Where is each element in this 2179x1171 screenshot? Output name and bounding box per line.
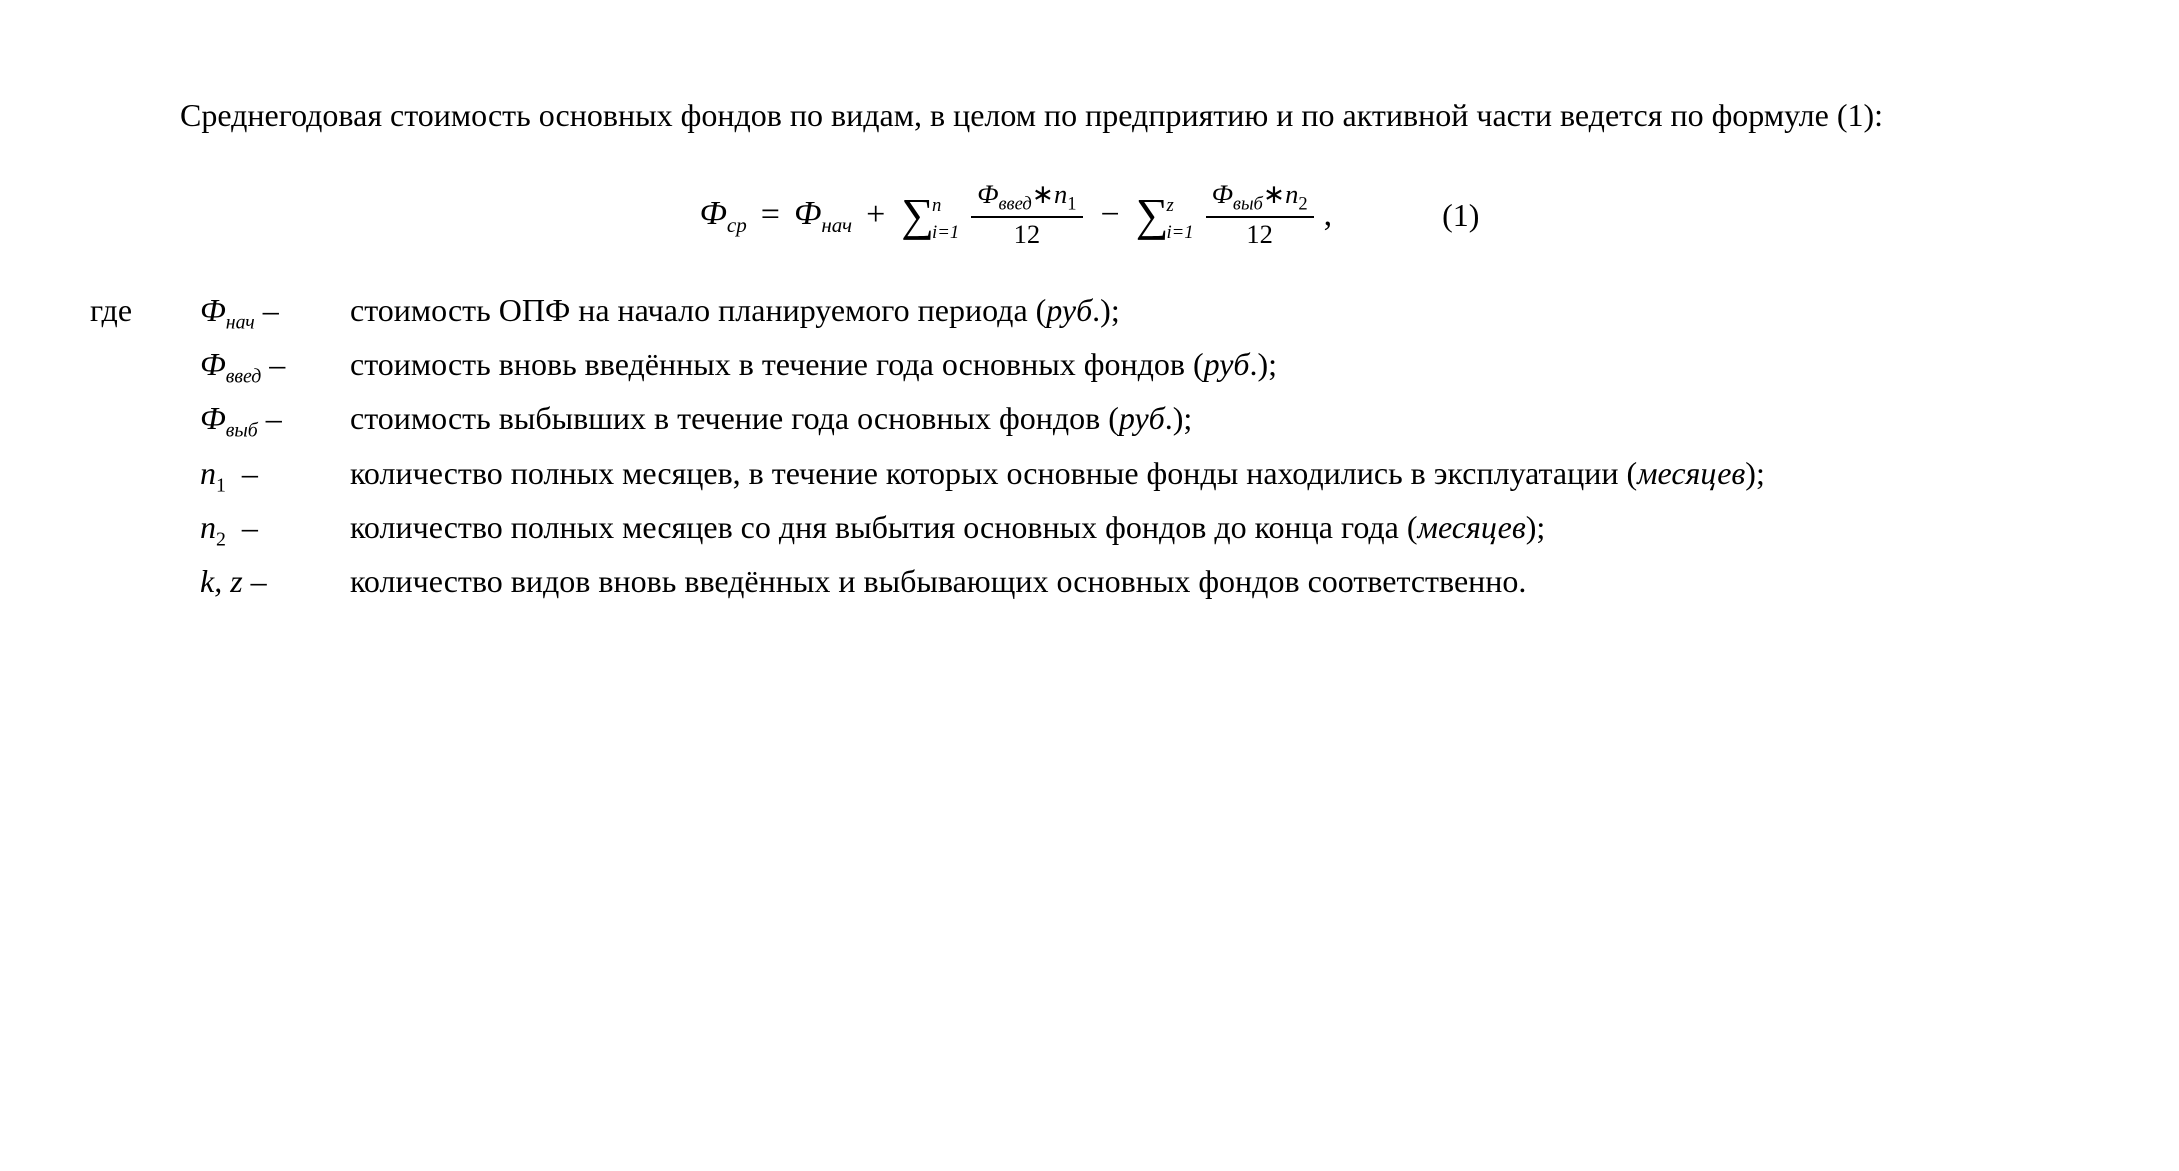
frac2-n: n [1285,179,1298,209]
sum-2-lower: i=1 [1166,219,1193,246]
definition-text: стоимость вновь введённых в течение года… [350,341,2089,387]
phi-nach: Ф [794,195,821,232]
sigma-2: ∑ [1136,192,1169,238]
frac2-star: ∗ [1263,179,1285,209]
formula-expression: Фср = Фнач + ∑ n i=1 Фввед∗n1 12 − ∑ z i… [700,178,1333,251]
intro-paragraph: Среднегодовая стоимость основных фондов … [90,92,2089,138]
sum-2-upper: z [1166,192,1173,219]
frac1-n-sub: 1 [1067,194,1076,215]
definition-symbol: Фнач – [200,287,340,337]
definition-symbol: n1 – [200,450,340,500]
sum-1: ∑ n i=1 [901,192,959,238]
definition-text: количество видов вновь введённых и выбыв… [350,558,2089,604]
sum-1-lower: i=1 [932,219,959,246]
fraction-1: Фввед∗n1 12 [971,178,1082,251]
equals-sign: = [761,190,780,239]
definition-text: количество полных месяцев, в течение кот… [350,450,2089,496]
definition-symbol: n2 – [200,504,340,554]
definition-symbol: Фввед – [200,341,340,391]
definition-symbol: k, z – [200,558,340,604]
frac1-phi-sub: введ [999,194,1032,215]
frac1-den: 12 [1008,218,1047,251]
frac2-phi-sub: выб [1233,194,1263,215]
frac1-n: n [1054,179,1067,209]
definitions-block: гдеФнач –стоимость ОПФ на начало планиру… [90,287,2089,604]
phi-nach-sub: нач [821,213,852,237]
frac2-phi: Ф [1212,179,1233,209]
definition-text: стоимость выбывших в течение года основн… [350,395,2089,441]
frac1-phi: Ф [977,179,998,209]
phi-sr-sub: ср [727,213,747,237]
minus-sign: − [1101,190,1120,239]
frac2-n-sub: 2 [1298,194,1307,215]
equation-number: (1) [1442,192,1479,238]
phi-sr: Ф [700,195,727,232]
where-label: где [90,287,190,333]
definition-symbol: Фвыб – [200,395,340,445]
frac2-den: 12 [1240,218,1279,251]
sigma-1: ∑ [901,192,934,238]
formula-row: Фср = Фнач + ∑ n i=1 Фввед∗n1 12 − ∑ z i… [90,178,2089,251]
definition-text: стоимость ОПФ на начало планируемого пер… [350,287,2089,333]
formula-trailing-comma: , [1324,190,1333,239]
frac1-star: ∗ [1032,179,1054,209]
sum-2: ∑ z i=1 [1136,192,1194,238]
fraction-2: Фвыб∗n2 12 [1206,178,1314,251]
sum-1-upper: n [932,192,941,219]
plus-sign: + [866,190,885,239]
definition-text: количество полных месяцев со дня выбытия… [350,504,2089,550]
